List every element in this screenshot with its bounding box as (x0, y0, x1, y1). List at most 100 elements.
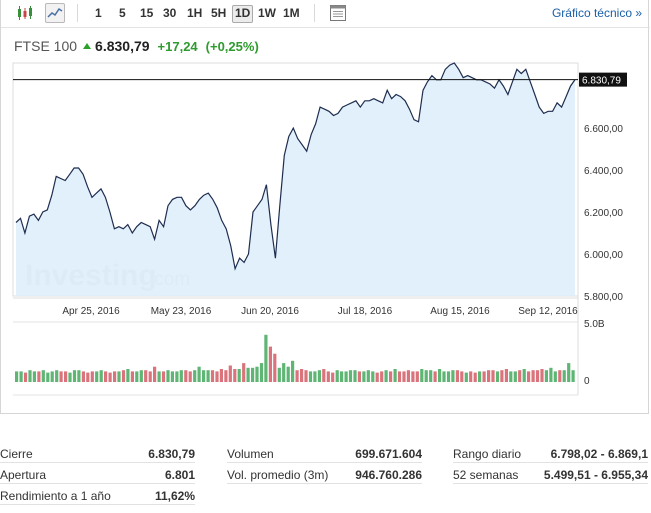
volume-bar (246, 367, 250, 382)
volume-bar (553, 371, 557, 382)
volume-bar (518, 370, 522, 382)
volume-bar (113, 371, 117, 382)
volume-bar (215, 371, 219, 382)
volume-bar (197, 366, 201, 382)
timeframe-1h[interactable]: 1H (187, 6, 203, 20)
price-area-fill (16, 63, 575, 296)
stats-value: 699.671.604 (355, 447, 422, 461)
timeframe-30[interactable]: 30 (163, 6, 177, 20)
stats-value: 6.798,02 - 6.869,1 (550, 447, 648, 461)
volume-bar (487, 370, 491, 382)
toolbar-separator (314, 4, 315, 22)
volume-bar (233, 369, 237, 382)
volume-bar (380, 371, 384, 382)
technical-chart-link[interactable]: Gráfico técnico » (551, 6, 642, 20)
volume-bar (170, 371, 174, 382)
volume-bar (549, 367, 553, 382)
volume-bar (23, 372, 28, 382)
price-chart[interactable]: Investing.com6.830,795.800,006.000,006.2… (1, 0, 650, 414)
volume-bar (228, 365, 232, 382)
stats-label: Vol. promedio (3m) (227, 468, 329, 482)
volume-bar (41, 370, 45, 382)
y-tick-label: 5.800,00 (584, 292, 623, 303)
data-table-icon[interactable] (328, 3, 348, 23)
candlestick-chart-icon[interactable] (15, 3, 35, 23)
volume-bar (108, 372, 112, 382)
volume-bar (531, 370, 535, 382)
volume-bar (68, 372, 72, 382)
x-tick-label: Jul 18, 2016 (338, 306, 393, 317)
volume-bar (81, 371, 85, 382)
timeframe-15[interactable]: 15 (140, 6, 154, 20)
timeframe-5h[interactable]: 5H (211, 6, 227, 20)
last-price-marker (579, 72, 627, 87)
volume-bar (442, 371, 446, 382)
volume-bar (455, 370, 459, 382)
x-tick-label: Apr 25, 2016 (62, 306, 120, 317)
volume-bar (161, 371, 166, 382)
volume-bar (121, 370, 126, 382)
timeframe-1d[interactable]: 1D (232, 5, 254, 23)
volume-bar (366, 370, 370, 382)
volume-bar (90, 371, 94, 382)
quote-header: FTSE 100 6.830,79 +17,24 (+0,25%) (14, 38, 259, 56)
volume-bar (224, 370, 228, 382)
stats-value: 6.801 (164, 468, 195, 482)
last-price-label: 6.830,79 (582, 76, 621, 87)
volume-bar (117, 371, 121, 382)
volume-bar (371, 371, 375, 382)
instrument-name: FTSE 100 (14, 38, 78, 54)
stats-value: 11,62% (154, 489, 195, 503)
volume-bar (451, 370, 455, 382)
y-tick-label: 6.400,00 (584, 166, 623, 177)
volume-bar (184, 370, 188, 382)
line-chart-icon[interactable] (45, 3, 65, 23)
volume-bar (19, 371, 23, 382)
volume-bar (340, 371, 344, 382)
volume-bar (424, 370, 428, 382)
volume-bar (157, 371, 161, 382)
x-tick-label: Sep 12, 2016 (518, 306, 578, 317)
stats-row: Vol. promedio (3m) 946.760.286 (227, 464, 422, 484)
volume-bar (188, 371, 192, 382)
volume-bar (571, 370, 575, 382)
volume-bar (469, 371, 473, 382)
volume-bar (535, 370, 540, 382)
volume-bar (304, 370, 308, 382)
volume-bar (522, 369, 526, 382)
volume-bar (397, 371, 402, 382)
volume-bar (393, 369, 397, 382)
volume-bar (99, 370, 103, 382)
stats-row: Cierre 6.830,79 (0, 443, 195, 463)
volume-bar (242, 363, 246, 382)
chart-widget: 1 5 15 30 1H 5H 1D 1W 1M Gráfico técnico » FTSE … (0, 0, 650, 414)
stats-label: Volumen (227, 447, 274, 461)
timeframe-1[interactable]: 1 (95, 6, 102, 20)
stats-label: Cierre (0, 447, 33, 461)
volume-bar (527, 371, 531, 382)
price-line[interactable] (15, 62, 576, 271)
timeframe-1m[interactable]: 1M (283, 6, 300, 20)
timeframe-1w[interactable]: 1W (258, 6, 276, 20)
volume-bar (206, 370, 210, 382)
volume-bar (59, 371, 63, 382)
volume-bar (50, 371, 54, 382)
volume-bar (362, 371, 366, 382)
volume-bar (86, 372, 90, 382)
volume-bar (264, 334, 268, 382)
x-tick-label: Jun 20, 2016 (241, 306, 299, 317)
volume-bar (202, 370, 206, 382)
volume-bar (286, 366, 290, 382)
volume-bar (255, 366, 259, 382)
volume-bar (406, 370, 410, 382)
volume-bar (509, 371, 513, 382)
up-arrow-icon (83, 42, 92, 49)
volume-bar (344, 371, 348, 382)
volume-bar (72, 370, 77, 382)
timeframe-5[interactable]: 5 (119, 6, 126, 20)
volume-bar (282, 363, 286, 382)
volume-bar (460, 371, 464, 382)
volume-bar (95, 371, 99, 382)
volume-bar (291, 360, 295, 382)
volume-bar (562, 370, 566, 382)
